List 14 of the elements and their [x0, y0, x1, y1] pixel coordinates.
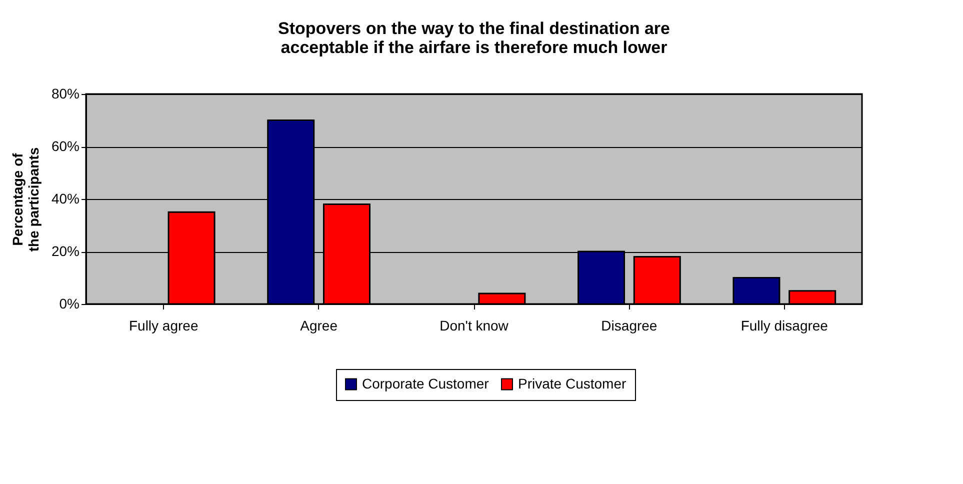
chart-title: Stopovers on the way to the final destination are acceptable if the airfare is therefore much lower: [278, 19, 670, 57]
legend-label: Corporate Customer: [362, 375, 490, 392]
y-tick-label: 20%: [51, 243, 80, 259]
x-tick-label: Agree: [300, 318, 338, 334]
y-tick-label: 60%: [51, 138, 80, 154]
x-tick-label: Fully disagree: [740, 318, 828, 334]
legend-label: Private Customer: [518, 375, 626, 392]
y-tick-label: 0%: [59, 296, 80, 312]
y-tick-label: 80%: [51, 86, 80, 102]
y-axis-title: Percentage of the participants: [9, 147, 42, 252]
x-tick-label: Fully agree: [128, 318, 198, 334]
x-tick-label: Don't know: [440, 318, 510, 334]
y-tick-label: 40%: [51, 190, 80, 206]
x-tick-label: Disagree: [601, 318, 658, 334]
